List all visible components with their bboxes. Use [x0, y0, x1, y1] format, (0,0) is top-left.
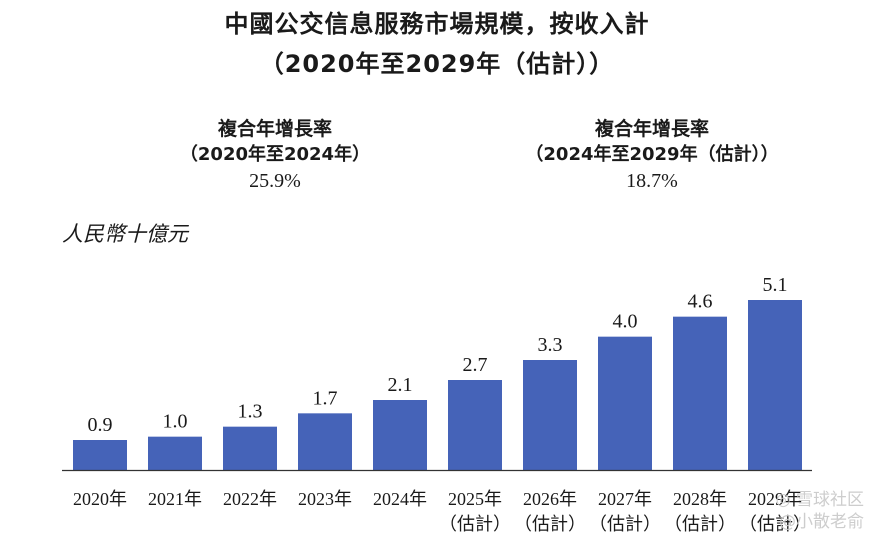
watermark-line1: ◎ 雪球社区	[775, 490, 864, 510]
bar-2022年	[223, 426, 277, 470]
x-tick-label: 2028年	[673, 489, 727, 509]
x-tick-label: 2021年	[148, 489, 202, 509]
bar-2025年	[448, 380, 502, 470]
bar-2029年	[748, 300, 802, 470]
x-tick-sublabel: （估計）	[739, 514, 811, 534]
x-tick-sublabel: （估計）	[664, 514, 736, 534]
chart-title-line2: （2020年至2029年（估計））	[259, 50, 615, 78]
cagr-left-label: 複合年增長率	[217, 118, 332, 140]
x-tick-label: 2026年	[523, 489, 577, 509]
watermark-line2: @小散老俞	[779, 512, 864, 532]
value-label: 2.7	[463, 354, 488, 376]
bar-2026年	[523, 360, 577, 470]
value-label: 5.1	[763, 274, 788, 296]
x-tick-label: 2022年	[223, 489, 277, 509]
x-tick-label: 2025年	[448, 489, 502, 509]
x-tick-label: 2029年	[748, 489, 802, 509]
chart-title-line1: 中國公交信息服務市場規模，按收入計	[224, 10, 650, 38]
value-label: 0.9	[88, 414, 113, 436]
x-tick-label: 2020年	[73, 489, 127, 509]
bar-2028年	[673, 316, 727, 470]
x-tick-label: 2023年	[298, 489, 352, 509]
x-tick-sublabel: （估計）	[439, 514, 511, 534]
watermark: ◎ 雪球社区 @小散老俞	[776, 489, 864, 533]
x-tick-label: 2024年	[373, 489, 427, 509]
value-label: 2.1	[388, 374, 413, 396]
value-label: 4.6	[688, 291, 713, 313]
cagr-left-value: 25.9%	[249, 170, 301, 192]
value-label: 3.3	[538, 334, 563, 356]
x-tick-sublabel: （估計）	[589, 514, 661, 534]
cagr-left-period: （2020年至2024年）	[179, 144, 371, 165]
cagr-right-label: 複合年增長率	[594, 118, 709, 140]
bar-2020年	[73, 440, 127, 470]
cagr-right-block: 複合年增長率 （2024年至2029年（估計）） 18.7%	[482, 116, 822, 194]
bar-2023年	[298, 413, 352, 470]
value-label: 4.0	[613, 311, 638, 333]
x-tick-label: 2027年	[598, 489, 652, 509]
value-label: 1.7	[313, 387, 338, 409]
cagr-right-period: （2024年至2029年（估計））	[525, 144, 779, 165]
bar-2024年	[373, 400, 427, 470]
bar-2021年	[148, 436, 202, 470]
cagr-right-value: 18.7%	[626, 170, 678, 192]
cagr-left-block: 複合年增長率 （2020年至2024年） 25.9%	[105, 116, 445, 194]
y-axis-unit-label: 人民幣十億元	[62, 222, 188, 246]
value-label: 1.3	[238, 401, 263, 423]
x-tick-sublabel: （估計）	[514, 514, 586, 534]
value-label: 1.0	[163, 411, 188, 433]
bar-2027年	[598, 336, 652, 470]
